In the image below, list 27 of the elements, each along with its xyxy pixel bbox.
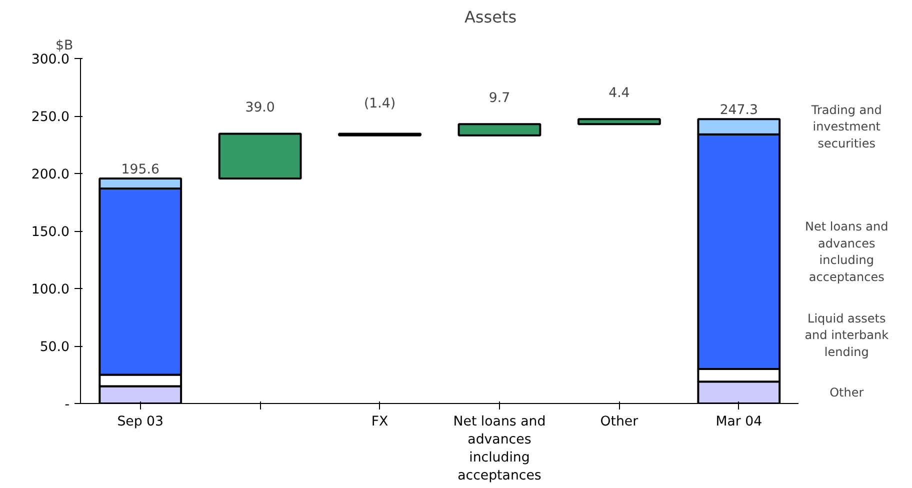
data-label: 39.0 bbox=[245, 100, 275, 116]
bar bbox=[577, 118, 661, 126]
x-tick-label: Other bbox=[600, 414, 639, 430]
text: Liquid assets and interbank lending bbox=[804, 311, 889, 359]
y-axis-title: $B bbox=[56, 38, 74, 54]
data-label: (1.4) bbox=[364, 96, 396, 112]
data-label: 4.4 bbox=[608, 86, 630, 102]
x-tick-label: Mar 04 bbox=[716, 414, 762, 430]
y-tick-label: - bbox=[64, 398, 70, 412]
total-label: 195.6 bbox=[121, 162, 160, 178]
total-label: 247.3 bbox=[720, 103, 758, 118]
text: Trading and investment securities bbox=[810, 102, 882, 151]
bar bbox=[218, 132, 302, 180]
y-tick-label: 250.0 bbox=[31, 110, 70, 125]
y-tick-label: 150.0 bbox=[31, 225, 70, 240]
y-tick-label: 200.0 bbox=[31, 168, 70, 182]
data-label: 9.7 bbox=[488, 91, 510, 106]
x-tick-label: FX bbox=[371, 414, 388, 430]
x-tick-label: Net loans and advances including acceptances bbox=[453, 414, 546, 484]
bar bbox=[458, 123, 542, 136]
y-tick-label: 300.0 bbox=[31, 52, 70, 68]
text: Other bbox=[830, 386, 864, 400]
chart-title: Assets bbox=[464, 8, 517, 26]
y-tick-label: 50.0 bbox=[40, 340, 70, 355]
text: Net loans and advances including acceptances bbox=[805, 220, 888, 284]
x-tick-label: Sep 03 bbox=[117, 414, 164, 430]
y-tick-label: 100.0 bbox=[31, 282, 70, 298]
